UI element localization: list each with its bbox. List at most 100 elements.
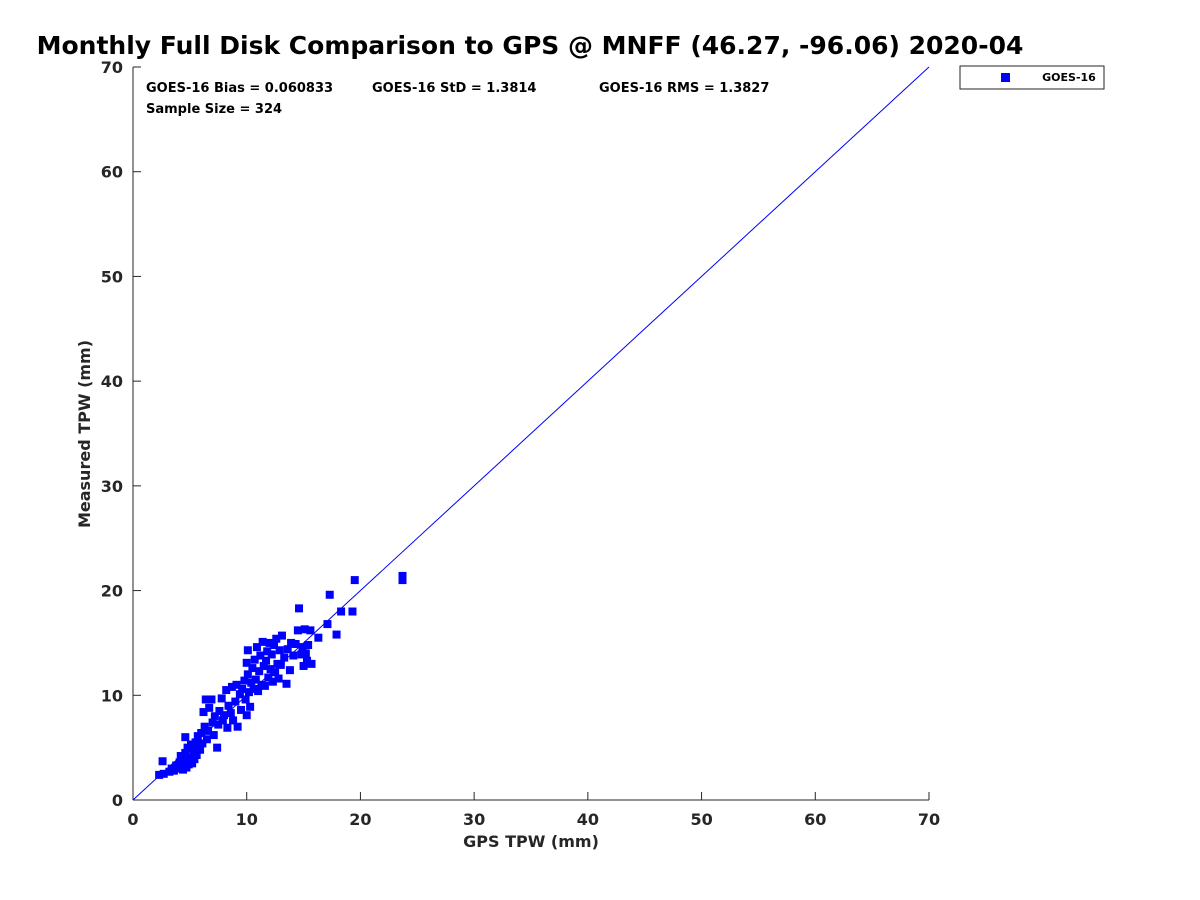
data-point (237, 705, 246, 714)
data-point (248, 664, 257, 673)
x-tick-label: 50 (690, 810, 712, 829)
data-point (197, 728, 206, 737)
data-point (295, 604, 304, 613)
data-point (256, 651, 265, 660)
data-point (275, 646, 284, 655)
y-tick-label: 70 (101, 58, 123, 77)
data-point (232, 680, 241, 689)
data-point (243, 670, 252, 679)
data-point (301, 649, 310, 658)
x-tick-label: 0 (127, 810, 138, 829)
bias-stat: GOES-16 Bias = 0.060833 (146, 81, 333, 96)
y-tick-label: 0 (112, 791, 123, 810)
data-point (242, 658, 251, 667)
data-point (241, 695, 250, 704)
chart-title: Monthly Full Disk Comparison to GPS @ MN… (37, 31, 1024, 60)
x-tick-label: 40 (577, 810, 599, 829)
data-point (201, 695, 210, 704)
data-point (274, 674, 283, 683)
data-point (227, 682, 236, 691)
data-point (192, 750, 201, 759)
y-tick-label: 20 (101, 582, 123, 601)
data-point (196, 745, 205, 754)
data-point (209, 731, 218, 740)
data-point (213, 743, 222, 752)
data-point (271, 668, 280, 677)
data-point (224, 701, 233, 710)
data-point (283, 645, 292, 654)
data-point (223, 723, 232, 732)
data-point (207, 695, 216, 704)
data-point (260, 681, 269, 690)
data-point (186, 740, 195, 749)
data-point (332, 630, 341, 639)
data-point (325, 590, 334, 599)
data-point (258, 637, 267, 646)
data-point (398, 576, 407, 585)
x-tick-label: 20 (349, 810, 371, 829)
data-point (242, 711, 251, 720)
data-point (243, 646, 252, 655)
data-point (247, 678, 256, 687)
data-point (244, 688, 253, 697)
data-point (270, 641, 279, 650)
data-point (298, 643, 307, 652)
data-point (251, 675, 260, 684)
data-point (291, 639, 300, 648)
data-point (235, 690, 244, 699)
y-tick-label: 10 (101, 686, 123, 705)
data-point (180, 756, 189, 765)
data-point (181, 748, 190, 757)
x-tick-label: 30 (463, 810, 485, 829)
data-point (229, 716, 238, 725)
data-points (155, 571, 407, 779)
data-point (159, 769, 168, 778)
data-point (285, 666, 294, 675)
data-point (293, 626, 302, 635)
data-point (204, 726, 213, 735)
data-point (231, 697, 240, 706)
sample-size-stat: Sample Size = 324 (146, 102, 282, 117)
data-point (265, 638, 274, 647)
data-point (169, 766, 178, 775)
data-point (299, 661, 308, 670)
data-point (300, 625, 309, 634)
data-point (259, 661, 268, 670)
data-point (314, 633, 323, 642)
std-stat: GOES-16 StD = 1.3814 (372, 81, 536, 96)
data-point (267, 650, 276, 659)
data-point (266, 665, 275, 674)
legend-square-marker-icon (1001, 73, 1010, 82)
data-point (297, 650, 306, 659)
data-point (282, 679, 291, 688)
data-point (185, 754, 194, 763)
data-point (263, 647, 272, 656)
y-tick-label: 60 (101, 163, 123, 182)
data-point (262, 656, 271, 665)
data-point (219, 711, 228, 720)
data-point (268, 677, 277, 686)
data-point (214, 720, 223, 729)
data-point (181, 733, 190, 742)
y-axis-ticks: 0 10 20 30 40 50 60 70 (101, 58, 141, 810)
x-tick-label: 70 (918, 810, 940, 829)
data-point (304, 641, 313, 650)
data-point (190, 755, 199, 764)
data-point (277, 631, 286, 640)
legend: GOES-16 (959, 65, 1105, 90)
data-point (175, 758, 184, 767)
data-point (246, 702, 255, 711)
data-point (240, 676, 249, 685)
data-point (174, 764, 183, 773)
data-point (208, 718, 217, 727)
data-point (226, 709, 235, 718)
data-point (205, 703, 214, 712)
data-point (323, 620, 332, 629)
data-point (199, 708, 208, 717)
data-point (191, 738, 200, 747)
data-point (255, 667, 264, 676)
x-axis-label: GPS TPW (mm) (463, 832, 599, 851)
data-point (337, 607, 346, 616)
y-tick-label: 30 (101, 477, 123, 496)
data-point (222, 686, 231, 695)
